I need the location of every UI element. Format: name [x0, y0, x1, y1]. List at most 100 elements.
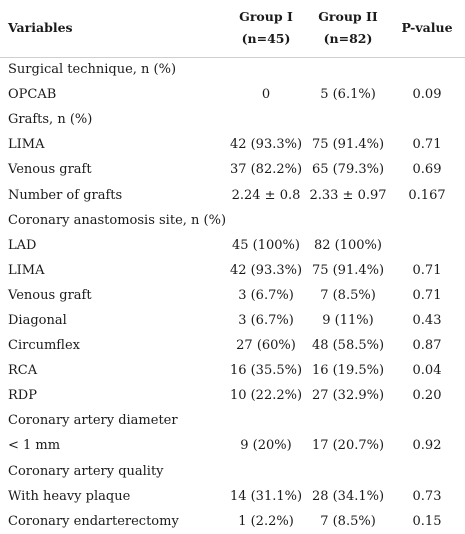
p-value: 0.15 — [412, 513, 442, 529]
group-2-value: 65 (79.3%) — [311, 162, 385, 178]
table-row: Circumflex 27 (60%) 48 (58.5%) 0.87 — [0, 333, 465, 358]
table-row: Coronary artery quality — [0, 459, 465, 484]
p-value — [389, 233, 465, 258]
table-row: Venous graft 3 (6.7%) 7 (8.5%) 0.71 — [0, 283, 465, 308]
row-label: Number of grafts — [8, 187, 123, 203]
group-1-value: 45 (100%) — [232, 237, 300, 253]
p-value: 0.92 — [412, 438, 442, 454]
table-row: RDP 10 (22.2%) 27 (32.9%) 0.20 — [0, 383, 465, 408]
group-1-value — [225, 57, 307, 82]
table-row: Diagonal 3 (6.7%) 9 (11%) 0.43 — [0, 308, 465, 333]
row-label: Grafts, n (%) — [8, 112, 93, 128]
p-value — [389, 107, 465, 132]
group-1-value: 27 (60%) — [236, 338, 296, 354]
group-2-value: 82 (100%) — [314, 237, 382, 253]
group-1-value: 42 (93.3%) — [229, 262, 303, 278]
group-1-value: 14 (31.1%) — [229, 488, 303, 504]
group-1-value: 2.24 ± 0.8 — [231, 187, 301, 203]
group-2-value: 27 (32.9%) — [311, 388, 385, 404]
header-group-1: Group I (n=45) — [225, 0, 307, 58]
p-value: 0.71 — [412, 262, 442, 278]
p-value: 0.71 — [412, 137, 442, 153]
group-1-value: 1 (2.2%) — [238, 513, 294, 529]
row-label: < 1 mm — [8, 438, 61, 454]
group-2-value: 75 (91.4%) — [311, 262, 385, 278]
table-row: Venous graft 37 (82.2%) 65 (79.3%) 0.69 — [0, 157, 465, 182]
table-row: LIMA 42 (93.3%) 75 (91.4%) 0.71 — [0, 258, 465, 283]
row-label: Coronary endarterectomy — [8, 513, 179, 529]
group-2-value — [307, 107, 389, 132]
group-2-value — [307, 57, 389, 82]
group-2-value — [307, 208, 389, 233]
row-label: LIMA — [8, 262, 45, 278]
row-label: Venous graft — [8, 162, 92, 178]
table-row: OPCAB 0 5 (6.1%) 0.09 — [0, 82, 465, 107]
table-row: < 1 mm 9 (20%) 17 (20.7%) 0.92 — [0, 433, 465, 458]
table-header: Variables Group I (n=45) Group II (n=82)… — [0, 0, 465, 58]
row-label: Surgical technique, n (%) — [8, 62, 177, 78]
p-value: 0.73 — [412, 488, 442, 504]
table-row: Number of grafts 2.24 ± 0.8 2.33 ± 0.97 0.1… — [0, 182, 465, 207]
group-2-value: 5 (6.1%) — [320, 87, 376, 103]
row-label: RCA — [8, 363, 38, 379]
p-value: 0.71 — [412, 287, 442, 303]
p-value: 0.167 — [408, 187, 446, 203]
group-2-value: 9 (11%) — [322, 312, 374, 328]
row-label: Coronary artery diameter — [8, 413, 178, 429]
table-row: Coronary anastomosis site, n (%) — [0, 208, 465, 233]
group-2-value — [307, 408, 389, 433]
group-2-value: 17 (20.7%) — [311, 438, 385, 454]
table-row: LAD 45 (100%) 82 (100%) — [0, 233, 465, 258]
table-row: Surgical technique, n (%) — [0, 57, 465, 82]
row-label: Circumflex — [8, 338, 80, 354]
row-label: LAD — [8, 237, 37, 253]
header-row: Variables Group I (n=45) Group II (n=82)… — [0, 0, 465, 58]
header-variables: Variables — [0, 0, 225, 58]
table-row: LIMA 42 (93.3%) 75 (91.4%) 0.71 — [0, 132, 465, 157]
row-label: Coronary anastomosis site, n (%) — [8, 212, 227, 228]
group-1-value: 10 (22.2%) — [229, 388, 303, 404]
group-1-value: 37 (82.2%) — [229, 162, 303, 178]
group-2-value: 7 (8.5%) — [320, 513, 376, 529]
header-p-value: P-value — [389, 0, 465, 58]
group-1-value: 42 (93.3%) — [229, 137, 303, 153]
group-2-value: 48 (58.5%) — [311, 338, 385, 354]
table-row: With heavy plaque 14 (31.1%) 28 (34.1%) 0.7… — [0, 484, 465, 509]
p-value: 0.09 — [412, 87, 442, 103]
header-group-2: Group II (n=82) — [307, 0, 389, 58]
group-1-value — [225, 107, 307, 132]
p-value: 0.43 — [412, 312, 442, 328]
header-group-1-n: (n=45) — [241, 31, 291, 47]
group-2-value: 16 (19.5%) — [311, 363, 385, 379]
group-1-value: 0 — [261, 87, 271, 103]
p-value: 0.20 — [412, 388, 442, 404]
p-value — [389, 208, 465, 233]
group-1-value — [225, 208, 307, 233]
p-value: 0.04 — [412, 363, 442, 379]
group-2-value: 75 (91.4%) — [311, 137, 385, 153]
header-group-1-label: Group I — [239, 9, 293, 25]
table-row: Coronary artery diameter — [0, 408, 465, 433]
group-1-value — [225, 408, 307, 433]
table-row: RCA 16 (35.5%) 16 (19.5%) 0.04 — [0, 358, 465, 383]
table-row: Grafts, n (%) — [0, 107, 465, 132]
row-label: Venous graft — [8, 287, 92, 303]
row-label: Diagonal — [8, 312, 67, 328]
p-value: 0.69 — [412, 162, 442, 178]
group-1-value: 3 (6.7%) — [238, 287, 294, 303]
p-value: 0.87 — [412, 338, 442, 354]
group-2-value: 7 (8.5%) — [320, 287, 376, 303]
header-group-2-label: Group II — [318, 9, 378, 25]
row-label: Coronary artery quality — [8, 463, 164, 479]
group-1-value: 9 (20%) — [240, 438, 292, 454]
group-2-value — [307, 459, 389, 484]
p-value — [389, 408, 465, 433]
group-1-value — [225, 459, 307, 484]
group-1-value: 3 (6.7%) — [238, 312, 294, 328]
group-2-value: 28 (34.1%) — [311, 488, 385, 504]
row-label: OPCAB — [8, 87, 57, 103]
table-body: Surgical technique, n (%) OPCAB 0 5 (6.1%) 0… — [0, 57, 465, 534]
group-2-value: 2.33 ± 0.97 — [309, 187, 387, 203]
